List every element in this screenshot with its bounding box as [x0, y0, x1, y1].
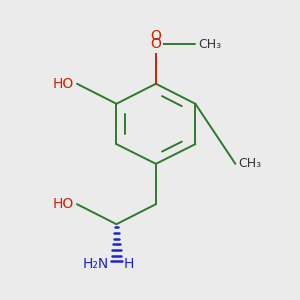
Text: O: O: [151, 28, 161, 43]
Text: CH₃: CH₃: [198, 38, 221, 50]
Text: H: H: [124, 257, 134, 271]
Text: CH₃: CH₃: [238, 157, 262, 170]
Text: O: O: [151, 37, 161, 51]
Text: HO: HO: [53, 197, 74, 211]
Text: H₂N: H₂N: [83, 257, 109, 271]
Text: HO: HO: [53, 77, 74, 91]
